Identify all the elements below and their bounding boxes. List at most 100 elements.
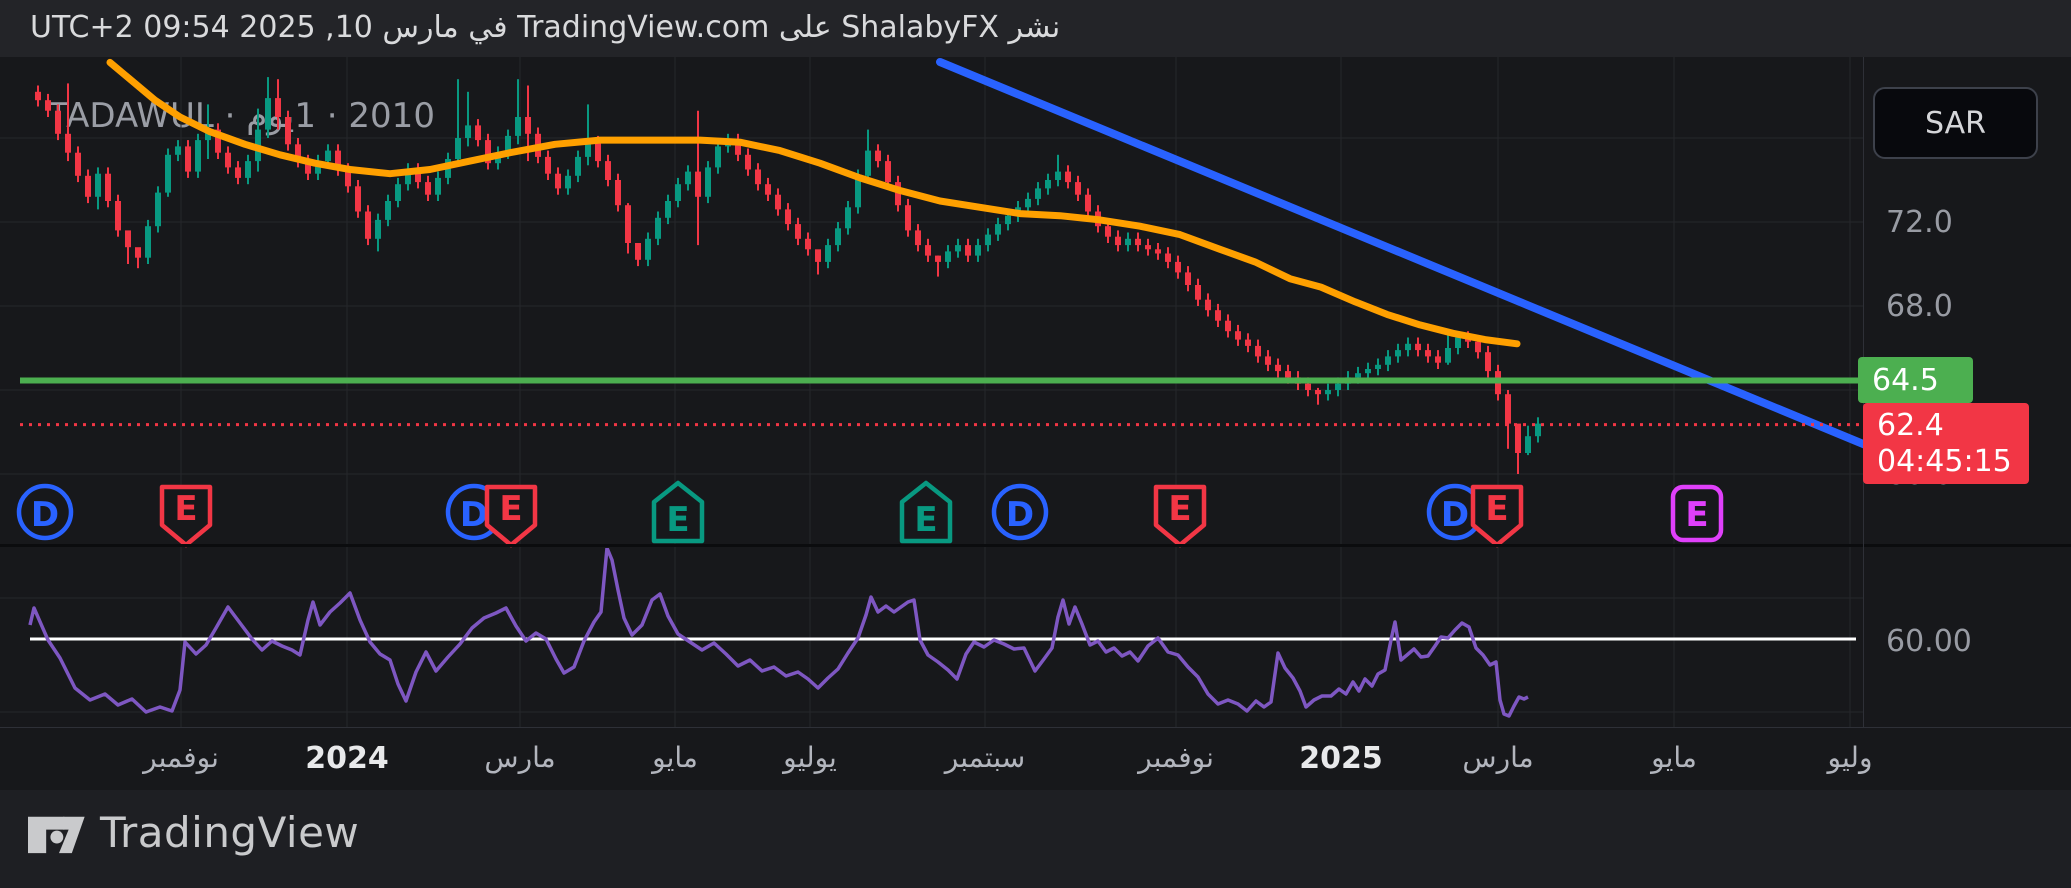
candle-body — [1115, 236, 1121, 246]
pane-separator[interactable] — [0, 544, 2071, 547]
candle-body — [1305, 383, 1311, 390]
candle-body — [1085, 194, 1091, 212]
time-axis-month-label: نوفمبر — [1138, 741, 1214, 774]
candle-body — [275, 98, 281, 117]
candle-body — [555, 173, 561, 189]
marker-letter: D — [1006, 495, 1034, 535]
candle-body — [1225, 320, 1231, 332]
earnings-beat-marker[interactable]: E — [899, 480, 953, 544]
candle-body — [95, 173, 101, 197]
candle-body — [1025, 198, 1031, 208]
candle-body — [585, 142, 591, 157]
candle-body — [835, 228, 841, 246]
share-attribution-text: نشر ShalabyFX على TradingView.com في مار… — [30, 10, 1061, 45]
candle-body — [195, 140, 201, 172]
candle-body — [1245, 339, 1251, 346]
candle-body — [805, 238, 811, 250]
marker-letter: E — [499, 489, 522, 529]
candle-body — [525, 117, 531, 134]
moving-average-line[interactable] — [106, 58, 1521, 348]
candle-body — [1155, 249, 1161, 254]
earnings-miss-marker[interactable]: E — [1470, 484, 1524, 548]
time-axis-month-label: وليو — [1827, 741, 1873, 774]
indicator-pane-canvas[interactable] — [0, 548, 2071, 727]
candle-body — [645, 238, 651, 260]
candle-body — [735, 140, 741, 155]
candle-body — [965, 245, 971, 256]
candle-body — [85, 175, 91, 197]
price-scale[interactable]: SAR 72.068.060.0 60.00 64.5 62.4 04:45:1… — [1858, 57, 2071, 727]
marker-letter: E — [174, 489, 197, 529]
candle-body — [1415, 343, 1421, 351]
candle-body — [1005, 215, 1011, 225]
marker-letter: E — [1685, 495, 1708, 535]
candle-body — [315, 161, 321, 174]
candle-body — [245, 161, 251, 178]
candle-body — [1355, 373, 1361, 378]
candle-body — [775, 194, 781, 210]
time-axis-month-label: مارس — [1462, 741, 1534, 774]
marker-letter: D — [1441, 495, 1469, 535]
candle-body — [595, 142, 601, 162]
earnings-miss-marker[interactable]: E — [159, 484, 213, 548]
earnings-upcoming-marker[interactable]: E — [1670, 484, 1724, 543]
candle-body — [905, 205, 911, 231]
candle-body — [1045, 180, 1051, 189]
candle-body — [515, 117, 521, 136]
share-header: نشر ShalabyFX على TradingView.com في مار… — [0, 0, 2071, 57]
candle-body — [1475, 341, 1481, 353]
candle-body — [1505, 394, 1511, 424]
marker-letter: E — [1168, 489, 1191, 529]
candle-body — [1145, 245, 1151, 250]
candle-body — [1075, 182, 1081, 195]
candle-body — [1255, 345, 1261, 357]
earnings-beat-marker[interactable]: E — [651, 480, 705, 544]
candle-body — [285, 117, 291, 145]
candle-body — [1455, 337, 1461, 348]
candle-body — [435, 177, 441, 195]
candle-body — [1175, 261, 1181, 273]
candle-body — [915, 230, 921, 246]
candle-body — [615, 180, 621, 206]
candle-body — [955, 245, 961, 252]
candle-body — [1515, 423, 1521, 453]
marker-letter: E — [666, 500, 689, 540]
candle-body — [465, 125, 471, 138]
candle-body — [705, 167, 711, 197]
indicator-line[interactable] — [28, 548, 1529, 718]
candle-body — [1285, 371, 1291, 378]
marker-letter: E — [1485, 489, 1508, 529]
candle-body — [755, 169, 761, 185]
time-axis-year-label: 2025 — [1299, 741, 1383, 776]
candle-body — [405, 169, 411, 185]
candle-body — [1275, 364, 1281, 372]
time-axis[interactable]: نوفمبر 2024 مارس مايو يوليو سبتمبر نوفمبر 2025 م… — [0, 727, 2071, 790]
candle-body — [815, 249, 821, 262]
time-axis-month-label: نوفمبر — [143, 741, 219, 774]
candle-body — [825, 245, 831, 262]
indicator-scale-label: 60.00 — [1886, 624, 1972, 659]
candle-body — [935, 255, 941, 262]
dividend-marker[interactable]: D — [16, 483, 74, 541]
last-price-value: 62.4 — [1877, 407, 1944, 443]
candle-body — [505, 135, 511, 153]
tradingview-logo-icon[interactable] — [28, 816, 90, 856]
earnings-miss-marker[interactable]: E — [484, 484, 538, 548]
currency-button[interactable]: SAR — [1873, 87, 2038, 159]
candle-body — [975, 245, 981, 256]
tradingview-brand-text[interactable]: TradingView — [100, 808, 360, 857]
candle-body — [1265, 356, 1271, 365]
candle-body — [485, 140, 491, 164]
candle-body — [1485, 352, 1491, 372]
earnings-miss-marker[interactable]: E — [1153, 484, 1207, 548]
dividend-marker[interactable]: D — [991, 483, 1049, 541]
time-axis-month-label: سبتمبر — [944, 741, 1026, 774]
candle-body — [1425, 350, 1431, 357]
trendline[interactable] — [936, 58, 1872, 450]
candle-body — [1405, 343, 1411, 351]
candle-body — [605, 161, 611, 180]
time-axis-separator — [0, 727, 2071, 728]
candle-body — [1135, 238, 1141, 246]
